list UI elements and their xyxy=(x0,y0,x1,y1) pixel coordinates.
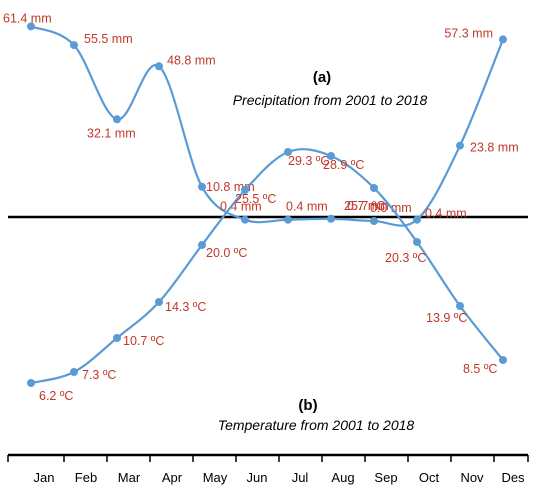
temperature-data-label-jun: 25.5 ºC xyxy=(235,192,276,206)
precipitation-point-sep xyxy=(370,217,378,225)
temperature-point-aug xyxy=(327,152,335,160)
temperature-data-label-jan: 6.2 ºC xyxy=(39,389,73,403)
month-tick-label-may: May xyxy=(203,470,228,485)
temperature-point-des xyxy=(499,356,507,364)
temperature-point-jul xyxy=(284,148,292,156)
precipitation-data-label-oct: 0.4 mm xyxy=(425,207,467,221)
month-tick-label-mar: Mar xyxy=(118,470,141,485)
precipitation-point-oct xyxy=(413,215,421,224)
month-tick-label-jan: Jan xyxy=(34,470,55,485)
month-tick-label-feb: Feb xyxy=(75,470,97,485)
precipitation-subtitle: Precipitation from 2001 to 2018 xyxy=(233,92,428,108)
temperature-point-mar xyxy=(113,334,121,342)
temperature-data-label-nov: 13.9 ºC xyxy=(426,311,467,325)
month-tick-label-apr: Apr xyxy=(162,470,183,485)
temperature-line xyxy=(30,148,504,385)
precipitation-data-label-feb: 55.5 mm xyxy=(84,32,133,46)
temperature-point-sep xyxy=(370,184,378,192)
temperature-point-feb xyxy=(70,368,78,376)
precipitation-data-label-aug: 0.7 mm xyxy=(347,199,389,213)
temperature-data-label-sep: 25.7 ºC xyxy=(344,199,385,213)
temperature-data-label-apr: 14.3 ºC xyxy=(165,300,206,314)
month-tick-label-des: Des xyxy=(501,470,525,485)
precipitation-point-jan xyxy=(27,22,35,31)
temperature-point-oct xyxy=(413,238,421,246)
month-tick-label-sep: Sep xyxy=(374,470,397,485)
temperature-data-label-des: 8.5 ºC xyxy=(463,362,497,376)
month-tick-label-oct: Oct xyxy=(419,470,440,485)
precipitation-data-label-jan: 61.4 mm xyxy=(3,11,52,25)
precipitation-data-label-mar: 32.1 mm xyxy=(87,126,136,140)
precipitation-point-mar xyxy=(113,115,121,124)
temperature-point-jan xyxy=(27,379,35,387)
temperature-point-apr xyxy=(155,298,163,306)
temperature-subtitle: Temperature from 2001 to 2018 xyxy=(218,417,415,433)
temperature-data-label-feb: 7.3 ºC xyxy=(82,368,116,382)
precipitation-point-des xyxy=(499,35,507,44)
precipitation-data-label-nov: 23.8 mm xyxy=(470,141,519,155)
precipitation-point-nov xyxy=(456,141,464,150)
temperature-title: (b) xyxy=(298,397,317,414)
temperature-data-label-aug: 28.9 ºC xyxy=(323,158,364,172)
temperature-panel: (b) Temperature from 2001 to 2018 6.2 ºC… xyxy=(8,148,528,457)
precipitation-point-feb xyxy=(70,41,78,50)
precipitation-data-label-apr: 48.8 mm xyxy=(167,53,216,67)
precipitation-panel: (a) Precipitation from 2001 to 2018 61.4… xyxy=(3,11,528,227)
precipitation-point-aug xyxy=(327,214,335,223)
month-axis: Jan Feb Mar Apr May Jun Jul Aug Sep Oct Nov Des xyxy=(7,455,529,485)
month-tick-label-jun: Jun xyxy=(247,470,268,485)
temperature-point-may xyxy=(198,241,206,249)
month-tick-label-aug: Aug xyxy=(331,470,354,485)
precipitation-title: (a) xyxy=(313,69,331,86)
temperature-data-label-jul: 29.3 ºC xyxy=(288,154,329,168)
temperature-point-nov xyxy=(456,302,464,310)
month-tick-label-jul: Jul xyxy=(292,470,309,485)
temperature-point-jun xyxy=(241,186,249,194)
precipitation-data-label-jul: 0.4 mm xyxy=(286,200,328,214)
temperature-data-label-oct: 20.3 ºC xyxy=(385,251,426,265)
precipitation-data-label-des: 57.3 mm xyxy=(444,26,493,40)
precipitation-point-may xyxy=(198,182,206,191)
month-tick-label-nov: Nov xyxy=(460,470,484,485)
precipitation-point-jun xyxy=(241,215,249,224)
precipitation-point-apr xyxy=(155,62,163,71)
precipitation-data-label-jun: 0.4 mm xyxy=(220,200,262,214)
temperature-data-label-mar: 10.7 ºC xyxy=(123,334,164,348)
temperature-data-label-may: 20.0 ºC xyxy=(206,246,247,260)
precipitation-point-jul xyxy=(284,215,292,224)
